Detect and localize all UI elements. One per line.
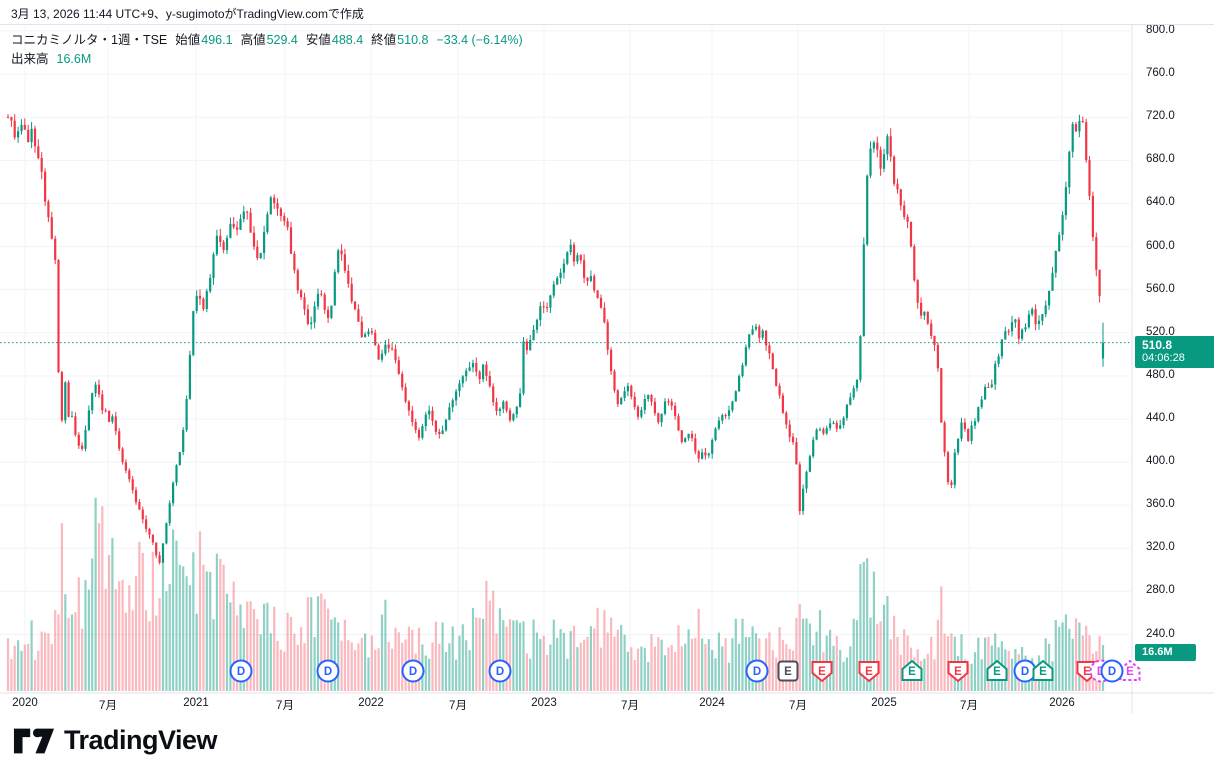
earnings-house-marker[interactable]: E (984, 658, 1010, 684)
volume-label: 出来高 (11, 52, 49, 66)
dividend-marker[interactable]: D (1012, 658, 1038, 684)
time-axis-label: 7月 (449, 700, 467, 712)
price-axis-label: 360.0 (1146, 498, 1175, 511)
tradingview-logo-icon (13, 727, 55, 753)
earnings-shield-marker[interactable]: E (945, 658, 971, 684)
dividend-marker[interactable]: D (228, 658, 254, 684)
close-pair: 終値 510.8 (371, 31, 428, 50)
svg-text:D: D (1108, 666, 1116, 678)
high-value: 529.4 (266, 33, 298, 47)
earnings-shield-marker[interactable]: E (856, 658, 882, 684)
svg-text:E: E (1039, 666, 1047, 678)
price-axis-label: 320.0 (1146, 541, 1175, 554)
svg-text:D: D (753, 666, 761, 678)
svg-text:D: D (324, 666, 332, 678)
time-axis-label: 2020 (12, 697, 38, 709)
bar-countdown: 04:06:28 (1142, 352, 1185, 364)
dividend-marker[interactable]: D (744, 658, 770, 684)
svg-text:E: E (818, 666, 826, 678)
price-axis-label: 600.0 (1146, 239, 1175, 252)
low-value: 488.4 (331, 33, 364, 47)
change-value: −33.4 (−6.14%) (436, 33, 523, 47)
earnings-house-upcoming-marker[interactable]: E (1117, 658, 1143, 684)
open-value: 496.1 (201, 33, 233, 47)
price-axis-label: 240.0 (1146, 627, 1175, 640)
price-axis-label: 520.0 (1146, 325, 1175, 338)
price-axis-label: 440.0 (1146, 411, 1175, 424)
svg-text:D: D (237, 666, 245, 678)
time-axis-label: 2022 (358, 697, 384, 709)
time-axis-label: 7月 (621, 700, 639, 712)
dividend-marker[interactable]: D (487, 658, 513, 684)
price-axis-label: 800.0 (1146, 24, 1175, 36)
svg-text:D: D (409, 666, 417, 678)
earnings-square-marker[interactable]: E (775, 658, 801, 684)
tradingview-logo-text: TradingView (64, 725, 218, 755)
tradingview-logo[interactable]: TradingView (13, 725, 218, 756)
dividend-marker[interactable]: D (400, 658, 426, 684)
snapshot-attribution: 3月 13, 2026 11:44 UTC+9、y-sugimotoがTradi… (0, 0, 1214, 25)
legend-row-ohlc: コニカミノルタ・1週・TSE 始値 496.1 高値 529.4 安値 488.4 終… (11, 31, 523, 50)
volume-value: 16.6M (56, 52, 92, 66)
earnings-shield-marker[interactable]: E (809, 658, 835, 684)
svg-text:D: D (496, 666, 504, 678)
svg-text:E: E (865, 666, 873, 678)
dividend-marker[interactable]: D (315, 658, 341, 684)
price-axis-label: 280.0 (1146, 584, 1175, 597)
earnings-house-marker[interactable]: E (1030, 658, 1056, 684)
svg-text:D: D (1021, 666, 1029, 678)
low-pair: 安値 488.4 (306, 31, 363, 50)
price-axis-label: 480.0 (1146, 368, 1175, 381)
time-axis-label: 2024 (699, 697, 725, 709)
time-axis-label: 2021 (183, 697, 209, 709)
earnings-house-marker[interactable]: E (899, 658, 925, 684)
close-value: 510.8 (397, 33, 429, 47)
symbol-title[interactable]: コニカミノルタ・1週・TSE (11, 33, 168, 47)
chart-legend[interactable]: コニカミノルタ・1週・TSE 始値 496.1 高値 529.4 安値 488.4 終… (11, 31, 523, 69)
time-axis-label: 7月 (960, 700, 978, 712)
last-price-tag: 510.8 04:06:28 (1135, 336, 1214, 368)
time-axis-label: 2026 (1049, 697, 1075, 709)
legend-row-volume: 出来高 16.6M (11, 50, 523, 69)
time-axis-label: 7月 (789, 700, 807, 712)
svg-text:E: E (1126, 666, 1134, 678)
time-axis-label: 2025 (871, 697, 897, 709)
svg-text:E: E (1083, 666, 1091, 678)
high-pair: 高値 529.4 (241, 31, 298, 50)
svg-text:E: E (993, 666, 1001, 678)
time-axis-label: 2023 (531, 697, 557, 709)
svg-text:E: E (784, 666, 792, 678)
price-axis-label: 560.0 (1146, 282, 1175, 295)
open-pair: 始値 496.1 (175, 31, 232, 50)
time-axis-label: 7月 (99, 700, 117, 712)
price-axis-label: 720.0 (1146, 110, 1175, 123)
time-axis-label: 7月 (276, 700, 294, 712)
price-axis-label: 680.0 (1146, 153, 1175, 166)
svg-text:E: E (908, 666, 916, 678)
volume-axis-tag: 16.6M (1135, 644, 1196, 661)
svg-text:E: E (954, 666, 962, 678)
dividend-marker[interactable]: D (1099, 658, 1125, 684)
last-price-value: 510.8 (1142, 338, 1173, 352)
price-axis-label: 760.0 (1146, 67, 1175, 80)
price-axis-label: 400.0 (1146, 455, 1175, 468)
price-axis-label: 640.0 (1146, 196, 1175, 209)
